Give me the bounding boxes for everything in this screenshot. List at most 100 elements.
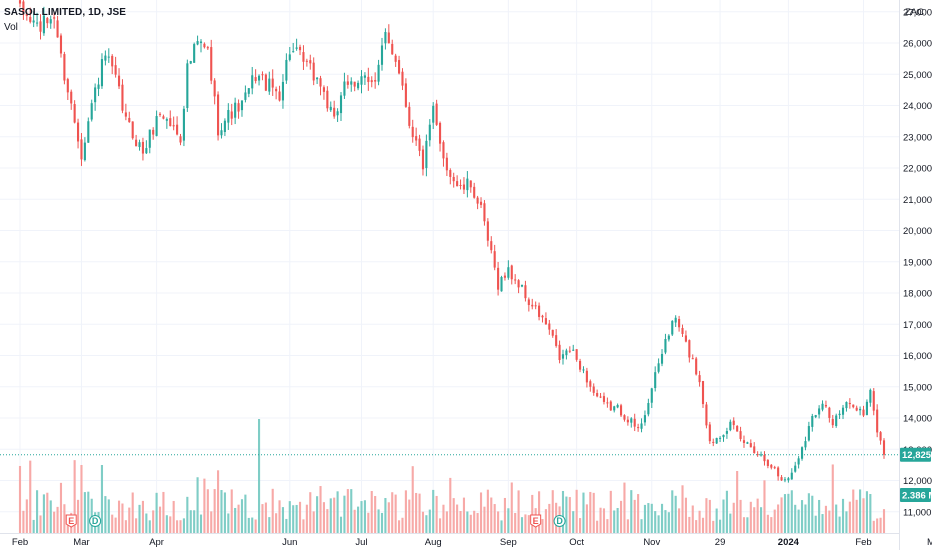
volume-bar	[49, 500, 52, 533]
candle	[162, 114, 165, 120]
volume-bar	[295, 504, 298, 533]
volume-bar	[408, 499, 411, 533]
candle	[493, 244, 496, 271]
volume-bar	[398, 520, 401, 533]
candle	[804, 436, 807, 451]
volume-bar	[117, 500, 121, 533]
volume-bar	[742, 517, 746, 533]
x-tick-label: Jul	[355, 537, 367, 548]
candle	[107, 48, 110, 63]
volume-bar	[329, 498, 332, 533]
volume-bar	[732, 502, 735, 533]
volume-bar	[165, 515, 168, 533]
dividend-marker[interactable]: D	[553, 515, 566, 527]
volume-bar	[360, 501, 363, 533]
dividend-marker[interactable]: D	[89, 515, 102, 527]
candle	[619, 403, 623, 418]
volume-bar	[343, 495, 346, 533]
candle	[210, 39, 213, 85]
candle	[787, 476, 790, 483]
volume-bar	[647, 503, 650, 533]
candle	[316, 77, 319, 85]
volume-bar	[780, 497, 783, 533]
volume-bar	[350, 489, 353, 533]
candle	[22, 0, 25, 20]
earnings-marker[interactable]: E	[65, 514, 77, 528]
volume-bar	[418, 493, 421, 533]
volume-bar	[56, 506, 59, 533]
candle	[807, 421, 810, 442]
candle	[527, 297, 530, 312]
candle	[32, 11, 35, 28]
volume-bar	[630, 490, 633, 533]
volume-bar	[428, 509, 431, 533]
volume-bar	[746, 517, 749, 533]
candle	[544, 312, 547, 325]
volume-bar	[251, 517, 254, 533]
x-tick-label: Apr	[149, 537, 164, 548]
volume-bar	[654, 511, 657, 533]
volume-bars	[18, 419, 886, 533]
volume-bar	[363, 500, 366, 533]
candle	[83, 137, 86, 162]
volume-label: Vol	[4, 22, 18, 33]
volume-bar	[32, 519, 35, 533]
candle	[838, 410, 841, 420]
volume-bar	[336, 491, 339, 533]
volume-bar	[135, 518, 138, 533]
volume-bar	[384, 498, 387, 533]
volume-bar	[828, 510, 831, 533]
candle	[343, 72, 346, 99]
last-volume-badge: 2.386 M	[900, 488, 932, 502]
volume-bar	[599, 507, 602, 533]
symbol-title[interactable]: SASOL LIMITED, 1D, JSE	[4, 7, 127, 18]
candle	[275, 86, 278, 100]
candle	[732, 417, 735, 430]
volume-bar	[701, 517, 705, 533]
volume-bar	[158, 506, 162, 533]
candle	[869, 388, 872, 407]
volume-bar	[657, 515, 660, 533]
volume-bar	[660, 503, 664, 533]
price-axis-bg	[899, 0, 932, 550]
x-tick-label: 2024	[778, 537, 800, 548]
candle	[626, 416, 629, 426]
candle	[59, 33, 63, 58]
earnings-marker[interactable]: E	[530, 514, 542, 528]
volume-bar	[787, 493, 790, 533]
volume-bar	[486, 489, 489, 533]
candle	[800, 446, 804, 461]
candle	[319, 75, 322, 96]
candle	[548, 319, 551, 335]
time-axis[interactable]: FebMarAprJunJulAugSepOctNov292024FebMar3…	[0, 533, 932, 550]
candle	[575, 349, 578, 362]
volume-bar	[196, 477, 199, 533]
volume-bar	[541, 519, 544, 533]
volume-bar	[186, 496, 189, 533]
volume-bar	[783, 494, 787, 533]
volume-bar	[879, 517, 882, 533]
volume-bar	[53, 511, 56, 533]
x-tick-label: Nov	[643, 537, 660, 548]
volume-bar	[415, 492, 418, 533]
volume-bar	[268, 517, 271, 533]
candle	[876, 404, 879, 438]
volume-bar	[507, 508, 510, 533]
candle	[561, 349, 565, 365]
volume-bar	[76, 499, 80, 533]
price-axis[interactable]: 11,00012,00013,00014,00015,00016,00017,0…	[899, 0, 932, 550]
candle	[524, 280, 527, 302]
volume-bar	[182, 518, 185, 533]
volume-bar	[240, 499, 244, 533]
candle	[555, 329, 558, 348]
candle	[746, 441, 749, 445]
candle	[585, 367, 588, 388]
volume-bar	[452, 498, 455, 533]
volume-bar	[264, 502, 267, 533]
volume-bar	[292, 505, 295, 533]
marker-glyph: D	[556, 516, 563, 526]
currency-label[interactable]: ZAC	[905, 7, 924, 18]
volume-bar	[493, 504, 496, 533]
candle	[244, 85, 247, 103]
